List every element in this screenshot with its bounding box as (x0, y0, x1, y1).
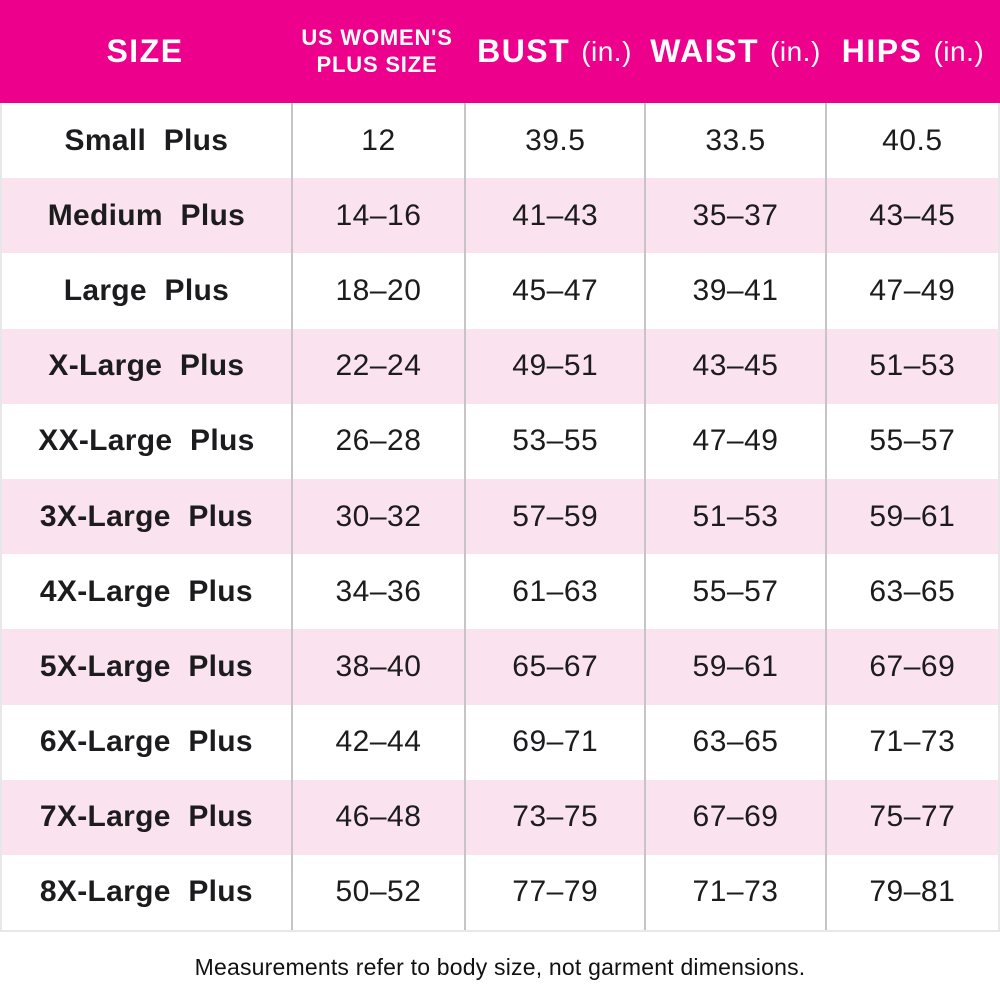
us-plus-size-cell: 38–40 (290, 629, 464, 705)
bust-cell: 61–63 (464, 554, 644, 630)
bust-cell: 53–55 (464, 403, 644, 479)
us-plus-size-cell: 14–16 (290, 178, 464, 254)
column-header-size: SIZE (0, 0, 290, 103)
measurement-footnote: Measurements refer to body size, not gar… (194, 954, 806, 981)
bust-cell: 77–79 (464, 854, 644, 931)
us-plus-size-cell: 26–28 (290, 403, 464, 479)
hips-cell: 71–73 (824, 704, 998, 780)
size-name-cell: 5X-Large Plus (39, 649, 253, 683)
size-name-cell: 8X-Large Plus (39, 875, 253, 909)
column-header-bust: BUST (in.) (464, 0, 645, 103)
table-row: Large Plus 18–20 45–47 39–41 47–49 (2, 253, 998, 329)
table-row: Medium Plus 14–16 41–43 35–37 43–45 (2, 178, 998, 254)
us-plus-size-cell: 12 (290, 103, 464, 179)
us-plus-size-cell: 46–48 (290, 779, 464, 855)
hips-header-label: HIPS (841, 33, 923, 69)
waist-cell: 51–53 (644, 478, 824, 555)
bust-cell: 41–43 (464, 178, 644, 254)
bust-cell: 73–75 (464, 779, 644, 855)
waist-cell: 67–69 (644, 779, 824, 855)
hips-cell: 47–49 (824, 253, 998, 329)
bust-cell: 57–59 (464, 478, 644, 555)
us-plus-size-cell: 18–20 (290, 253, 464, 329)
size-name-cell: Small Plus (64, 123, 229, 157)
table-row: 7X-Large Plus 46–48 73–75 67–69 75–77 (2, 779, 998, 855)
hips-cell: 67–69 (824, 629, 998, 705)
us-plus-size-cell: 42–44 (290, 704, 464, 780)
table-row: 6X-Large Plus 42–44 69–71 63–65 71–73 (2, 704, 998, 780)
bust-cell: 69–71 (464, 704, 644, 780)
hips-cell: 43–45 (824, 178, 998, 254)
us-plus-size-cell: 34–36 (290, 554, 464, 630)
size-name-cell: X-Large Plus (48, 349, 245, 383)
hips-cell: 59–61 (824, 478, 998, 555)
size-name-cell: 7X-Large Plus (39, 800, 253, 834)
column-header-us-plus-size: US WOMEN'S PLUS SIZE (290, 0, 464, 103)
size-name-cell: Large Plus (63, 273, 230, 307)
table-row: Small Plus 12 39.5 33.5 40.5 (2, 103, 998, 179)
waist-cell: 39–41 (644, 253, 824, 329)
bust-cell: 49–51 (464, 328, 644, 404)
column-header-hips: HIPS (in.) (826, 0, 1000, 103)
hips-cell: 79–81 (824, 854, 998, 931)
bust-cell: 65–67 (464, 629, 644, 705)
bust-header-label: BUST (477, 33, 571, 69)
table-row: X-Large Plus 22–24 49–51 43–45 51–53 (2, 328, 998, 404)
hips-cell: 51–53 (824, 328, 998, 404)
table-row: XX-Large Plus 26–28 53–55 47–49 55–57 (2, 403, 998, 479)
hips-cell: 40.5 (824, 103, 998, 179)
us-plus-size-cell: 50–52 (290, 854, 464, 931)
size-header-label: SIZE (106, 33, 184, 69)
table-row: 5X-Large Plus 38–40 65–67 59–61 67–69 (2, 629, 998, 705)
table-row: 3X-Large Plus 30–32 57–59 51–53 59–61 (2, 478, 998, 555)
size-name-cell: 6X-Large Plus (39, 725, 253, 759)
table-row: 4X-Large Plus 34–36 61–63 55–57 63–65 (2, 554, 998, 630)
size-name-cell: 4X-Large Plus (39, 574, 253, 608)
table-header-row: SIZE US WOMEN'S PLUS SIZE BUST (in.) WAI… (0, 0, 1000, 103)
us-plus-size-line1: US WOMEN'S (301, 25, 453, 51)
bust-cell: 45–47 (464, 253, 644, 329)
column-header-waist: WAIST (in.) (645, 0, 826, 103)
us-plus-size-header-label: US WOMEN'S PLUS SIZE (301, 25, 452, 78)
bust-unit-label: (in.) (581, 35, 632, 67)
waist-cell: 43–45 (644, 328, 824, 404)
waist-cell: 33.5 (644, 103, 824, 179)
size-name-cell: 3X-Large Plus (39, 499, 253, 533)
table-body: Small Plus 12 39.5 33.5 40.5 Medium Plus 14–16… (0, 103, 1000, 933)
waist-header-label: WAIST (650, 33, 760, 69)
bust-cell: 39.5 (464, 103, 644, 179)
waist-unit-label: (in.) (770, 35, 821, 67)
waist-cell: 71–73 (644, 854, 824, 931)
size-chart-table: SIZE US WOMEN'S PLUS SIZE BUST (in.) WAI… (0, 0, 1000, 933)
waist-cell: 55–57 (644, 554, 824, 630)
us-plus-size-cell: 30–32 (290, 478, 464, 555)
waist-cell: 59–61 (644, 629, 824, 705)
size-name-cell: XX-Large Plus (38, 424, 255, 458)
table-row: 8X-Large Plus 50–52 77–79 71–73 79–81 (2, 854, 998, 931)
hips-cell: 75–77 (824, 779, 998, 855)
hips-cell: 55–57 (824, 403, 998, 479)
waist-cell: 47–49 (644, 403, 824, 479)
us-plus-size-cell: 22–24 (290, 328, 464, 404)
size-name-cell: Medium Plus (47, 198, 246, 232)
hips-cell: 63–65 (824, 554, 998, 630)
hips-unit-label: (in.) (933, 35, 985, 67)
waist-cell: 35–37 (644, 178, 824, 254)
waist-cell: 63–65 (644, 704, 824, 780)
us-plus-size-line2: PLUS SIZE (316, 51, 438, 77)
